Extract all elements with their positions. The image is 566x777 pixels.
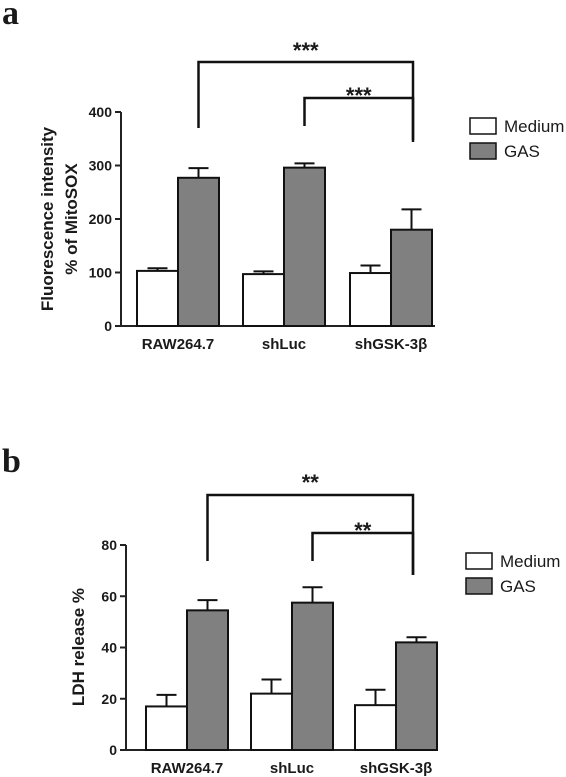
- x-category-label: shLuc: [262, 336, 306, 353]
- x-category-label: shLuc: [270, 760, 314, 777]
- y-tick-label: 80: [101, 537, 117, 553]
- significance-label: **: [354, 518, 372, 543]
- legend-label: Medium: [504, 117, 564, 136]
- panel-letter: a: [2, 0, 19, 32]
- bar-gas-2: [395, 641, 438, 751]
- chart-panel-b: b LDH release % 0 20 40 60 80 RAW264.7 shLuc shGS…: [2, 443, 560, 777]
- significance-label: ***: [346, 83, 372, 108]
- y-axis-title: % of MitoSOX: [62, 163, 81, 275]
- significance-label: **: [302, 470, 320, 495]
- x-category-label: shGSK-3β: [360, 760, 433, 777]
- y-axis-title: LDH release %: [69, 588, 88, 706]
- bar-medium-1: [250, 692, 293, 751]
- bar-gas-1: [283, 166, 326, 327]
- y-tick-label: 60: [101, 588, 117, 604]
- legend-label: GAS: [500, 577, 536, 596]
- significance-bracket: [303, 96, 415, 140]
- legend-label: GAS: [504, 142, 540, 161]
- legend-swatch-medium: [465, 552, 493, 570]
- y-tick-label: 20: [101, 691, 117, 707]
- y-axis-title: Fluorescence intensity: [38, 126, 57, 311]
- legend-swatch-medium: [469, 117, 497, 135]
- x-category-label: shGSK-3β: [355, 336, 428, 353]
- x-category-label: RAW264.7: [151, 760, 224, 777]
- y-tick-label: 0: [109, 742, 117, 758]
- y-tick-label: 100: [89, 265, 113, 281]
- bar-gas-0: [177, 176, 220, 327]
- bar-gas-2: [390, 228, 433, 327]
- bar-gas-1: [291, 601, 334, 751]
- bar-medium-2: [349, 272, 392, 328]
- bar-medium-0: [145, 705, 188, 751]
- chart-panel-a: a Fluorescence intensity % of MitoSOX 0 100 2…: [2, 0, 564, 353]
- y-tick-label: 300: [89, 158, 113, 174]
- y-tick-label: 400: [89, 104, 113, 120]
- bar-medium-0: [136, 269, 179, 327]
- legend-swatch-gas: [465, 577, 493, 595]
- legend-label: Medium: [500, 552, 560, 571]
- significance-bracket: [311, 531, 415, 575]
- bar-medium-1: [242, 273, 285, 328]
- legend-swatch-gas: [469, 142, 497, 160]
- y-tick-label: 40: [101, 640, 117, 656]
- panel-letter: b: [2, 443, 21, 480]
- x-category-label: RAW264.7: [142, 336, 215, 353]
- bar-gas-0: [186, 609, 229, 751]
- bar-medium-2: [354, 704, 397, 751]
- y-tick-label: 200: [89, 211, 113, 227]
- significance-label: ***: [293, 38, 319, 63]
- significance-bracket: [206, 493, 415, 575]
- y-tick-label: 0: [104, 318, 112, 334]
